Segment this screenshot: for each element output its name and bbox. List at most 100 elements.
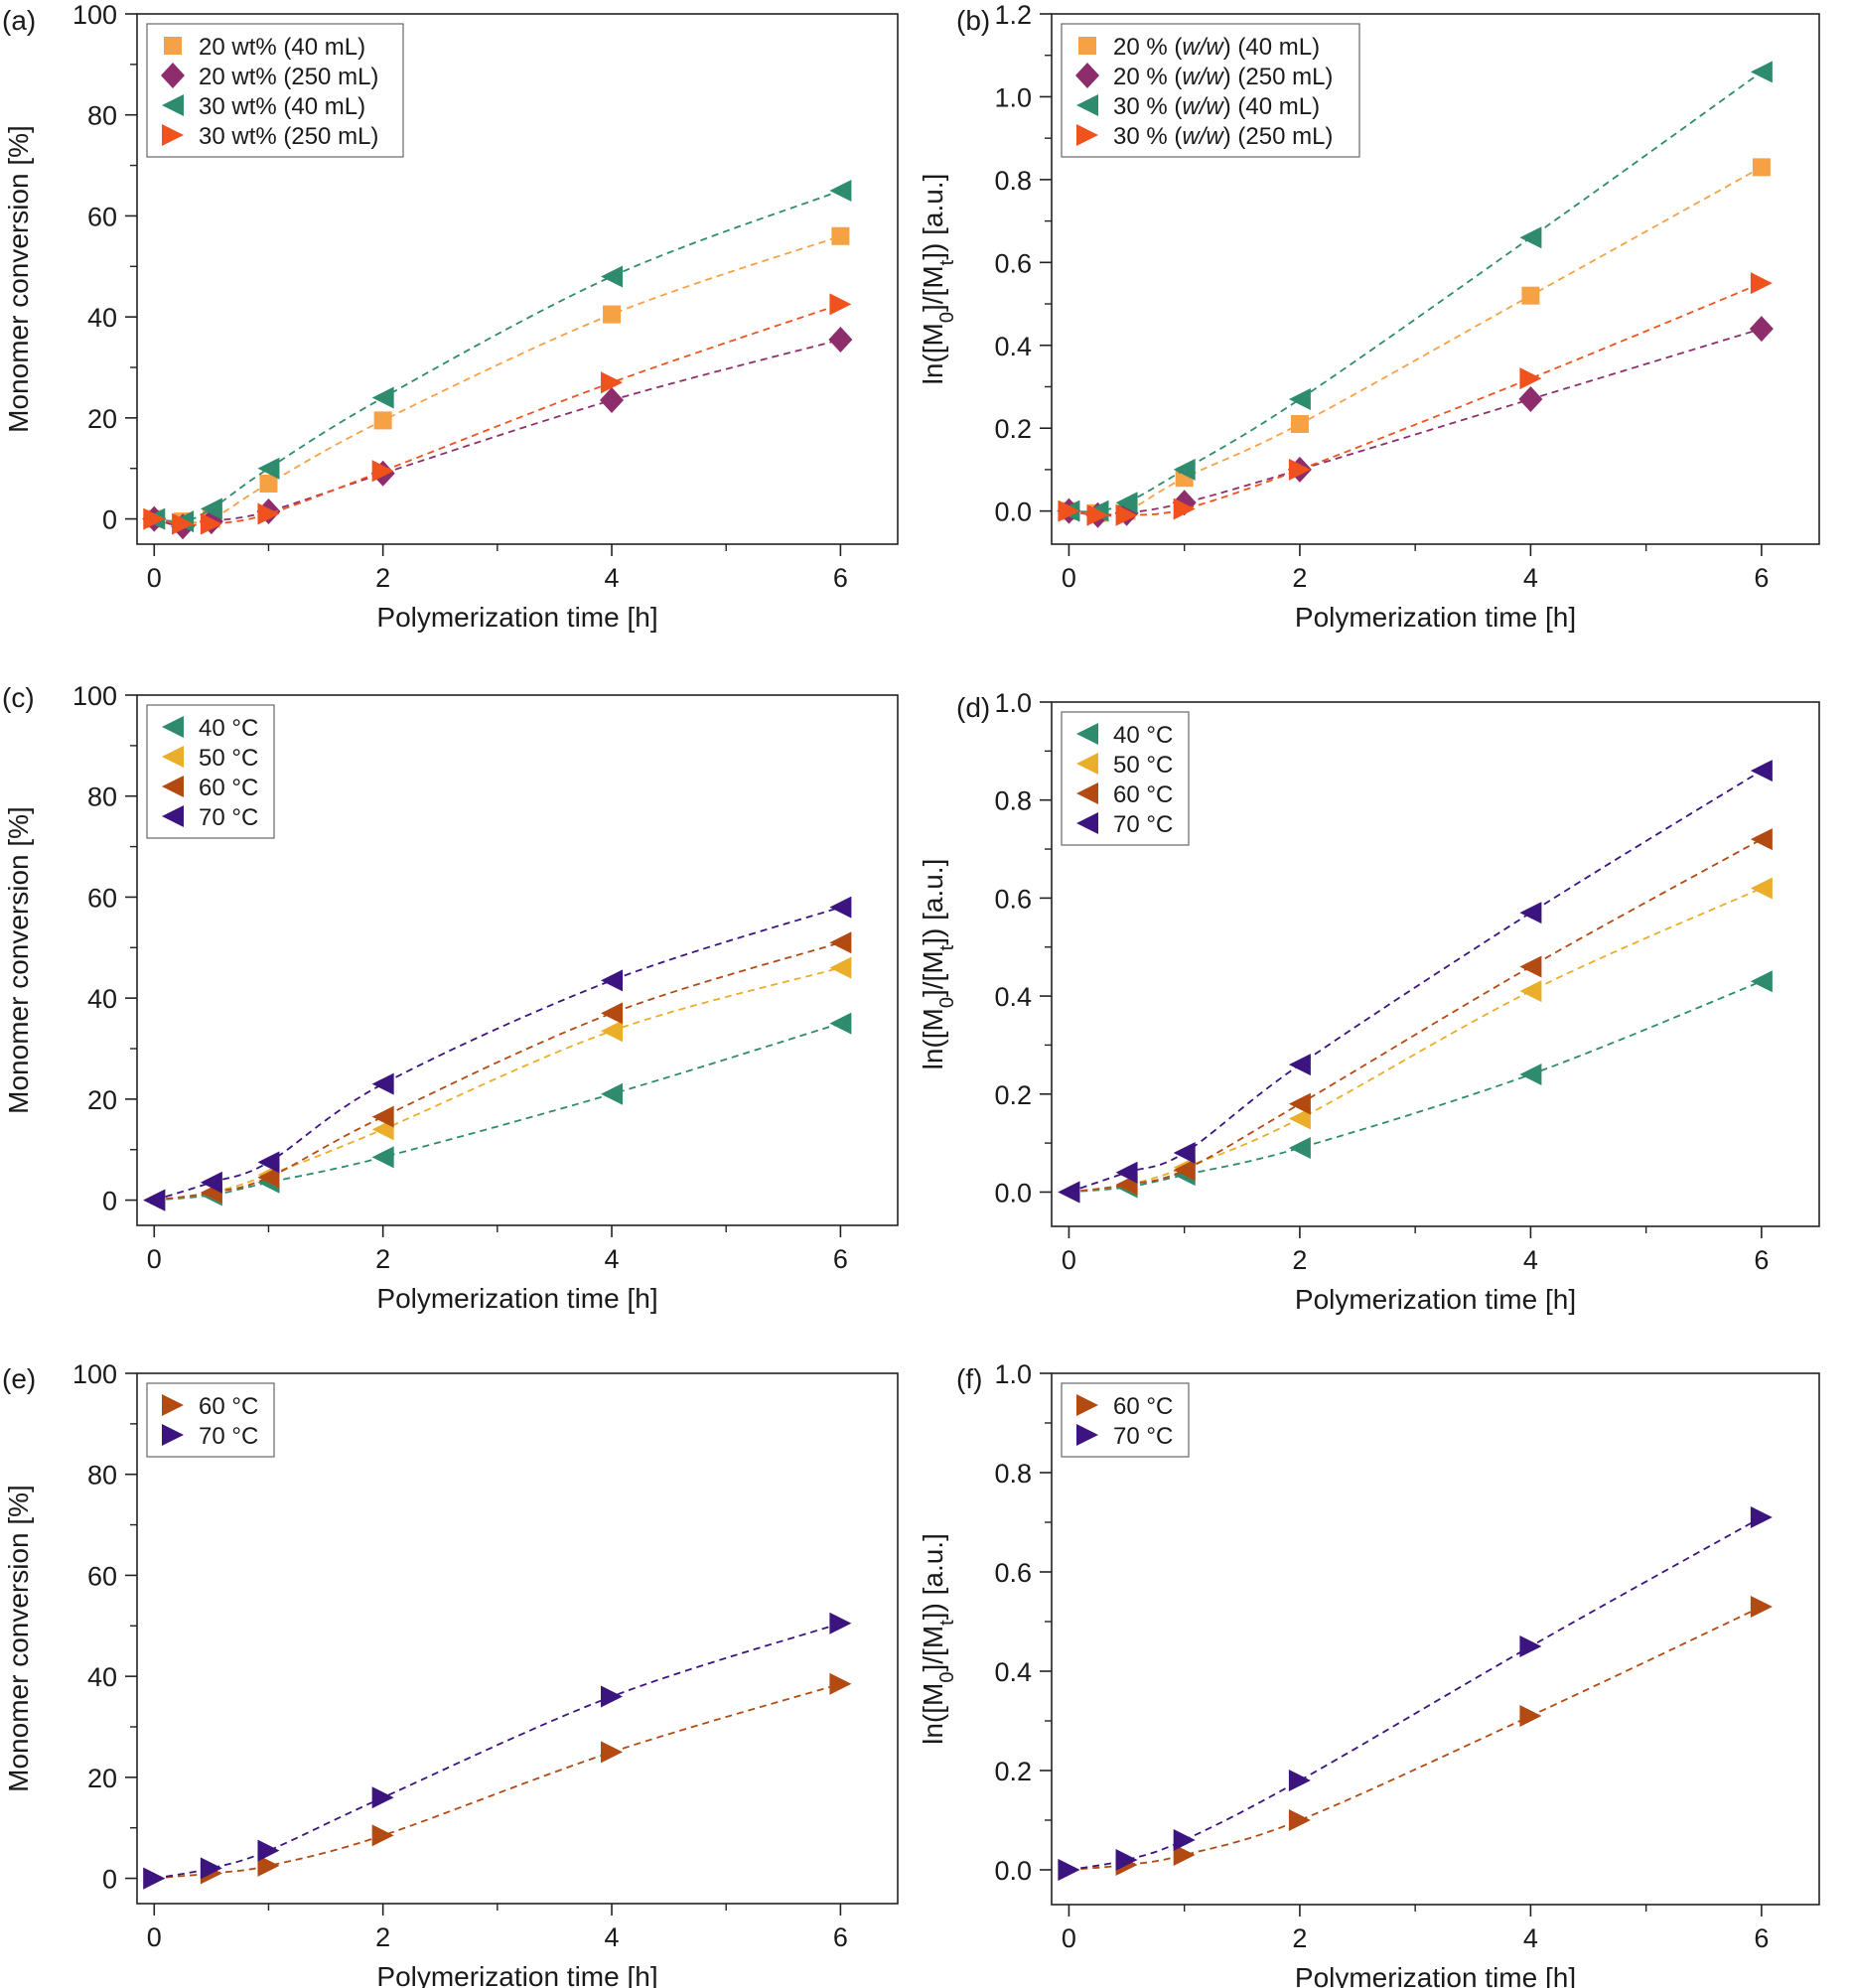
y-tick-label: 100 [72, 1359, 117, 1389]
y-tick-label: 60 [87, 202, 117, 231]
data-point [1288, 1770, 1311, 1791]
legend-marker [162, 716, 184, 738]
data-point [829, 293, 852, 316]
legend-label: 70 °C [199, 804, 258, 831]
data-point [371, 1072, 394, 1095]
data-point [1521, 286, 1540, 305]
data-point [143, 1867, 166, 1890]
data-point [829, 180, 852, 202]
data-point [1288, 458, 1311, 481]
y-tick-label: 0.0 [994, 497, 1032, 527]
data-point [371, 386, 394, 409]
x-axis-label: Polymerization time [h] [1295, 1962, 1576, 1988]
legend: 20 wt% (40 mL) 20 wt% (250 mL) 30 wt% (40 … [146, 23, 404, 158]
data-point [601, 265, 624, 288]
data-point [257, 457, 280, 480]
y-tick-label: 80 [87, 782, 117, 812]
data-point [257, 1151, 280, 1174]
legend-marker [1075, 63, 1099, 88]
y-axis-label-part: 0 [936, 312, 958, 323]
y-tick-label: 0.6 [994, 1558, 1032, 1588]
y-tick-label: 1.0 [994, 1359, 1032, 1389]
y-tick-label: 60 [87, 1561, 117, 1591]
series-line [1068, 328, 1763, 516]
y-axis-label-part: ]) [a.u.] [918, 1533, 948, 1620]
y-tick-label: 0.0 [994, 1178, 1032, 1207]
data-point [371, 1146, 394, 1169]
data-point [257, 502, 280, 525]
data-point [1086, 503, 1109, 526]
y-axis-label-part: t [936, 259, 958, 265]
x-tick-label: 2 [375, 1244, 390, 1274]
data-point [1058, 1181, 1080, 1204]
x-tick-label: 0 [1062, 1245, 1076, 1275]
data-point [371, 1824, 394, 1847]
data-point [143, 1189, 166, 1211]
legend-marker [1078, 37, 1096, 55]
data-point [1750, 877, 1773, 900]
x-tick-label: 0 [147, 563, 162, 593]
y-tick-label: 0.8 [994, 786, 1032, 816]
legend-marker [164, 37, 182, 55]
x-axis-label: Polymerization time [h] [1295, 1284, 1576, 1315]
legend: 60 °C 70 °C [1061, 1382, 1190, 1458]
data-point [601, 371, 624, 394]
data-point [601, 1741, 624, 1764]
y-axis-label-part: 0 [936, 1672, 958, 1683]
legend-label: 60 °C [1113, 1393, 1173, 1420]
data-point [1058, 499, 1080, 522]
data-point [373, 411, 392, 430]
plot-frame [136, 694, 899, 1226]
y-axis-label: Monomer conversion [%] [3, 125, 34, 433]
series-line [1068, 887, 1763, 1194]
y-tick-label: 0.2 [994, 414, 1032, 444]
series-line [154, 234, 841, 524]
data-point [1288, 1107, 1311, 1130]
y-axis-label-part: ln([M [918, 1683, 948, 1745]
y-tick-label: 1.2 [994, 0, 1032, 30]
legend-marker [162, 1424, 184, 1446]
x-axis-label: Polymerization time [h] [1295, 602, 1576, 633]
data-point [829, 931, 852, 954]
panel-label: (f) [956, 1363, 982, 1394]
x-tick-label: 0 [147, 1244, 162, 1274]
legend: 60 °C 70 °C [146, 1382, 275, 1458]
legend-marker [162, 746, 184, 768]
series-line [154, 1682, 841, 1880]
y-tick-label: 20 [87, 404, 117, 434]
x-tick-label: 6 [833, 563, 848, 593]
y-tick-label: 20 [87, 1764, 117, 1793]
y-axis-label-part: 0 [936, 997, 958, 1008]
data-point [1288, 1092, 1311, 1115]
legend-label: 70 °C [199, 1423, 258, 1450]
x-axis-label: Polymerization time [h] [376, 1961, 657, 1988]
legend-label: 20 % (w/w) (40 mL) [1113, 34, 1320, 61]
data-point [1519, 955, 1542, 978]
legend-marker [162, 776, 184, 797]
x-tick-label: 0 [1062, 1923, 1076, 1953]
legend-marker [162, 1394, 184, 1416]
data-point [1173, 1141, 1196, 1164]
y-tick-label: 1.0 [994, 688, 1032, 718]
series-line [154, 906, 841, 1202]
legend-label-part: w/w [1182, 93, 1224, 120]
legend: 40 °C 50 °C60 °C 70 °C [1061, 711, 1190, 846]
data-point [371, 1105, 394, 1128]
x-tick-label: 4 [605, 1922, 620, 1952]
y-tick-label: 0.6 [994, 248, 1032, 278]
data-point [1519, 367, 1542, 390]
legend-marker [1076, 812, 1098, 834]
legend-label: 30 wt% (40 mL) [199, 93, 365, 120]
y-tick-label: 40 [87, 1662, 117, 1692]
legend-box [1061, 1382, 1190, 1458]
legend-marker [1076, 723, 1098, 745]
y-tick-label: 0.4 [994, 332, 1032, 361]
y-tick-label: 0.8 [994, 166, 1032, 196]
y-tick-label: 20 [87, 1085, 117, 1115]
panel-label: (e) [2, 1363, 36, 1394]
series-line [1068, 282, 1763, 517]
series-line [154, 339, 841, 528]
legend-label-part: ) (250 mL) [1223, 64, 1334, 90]
